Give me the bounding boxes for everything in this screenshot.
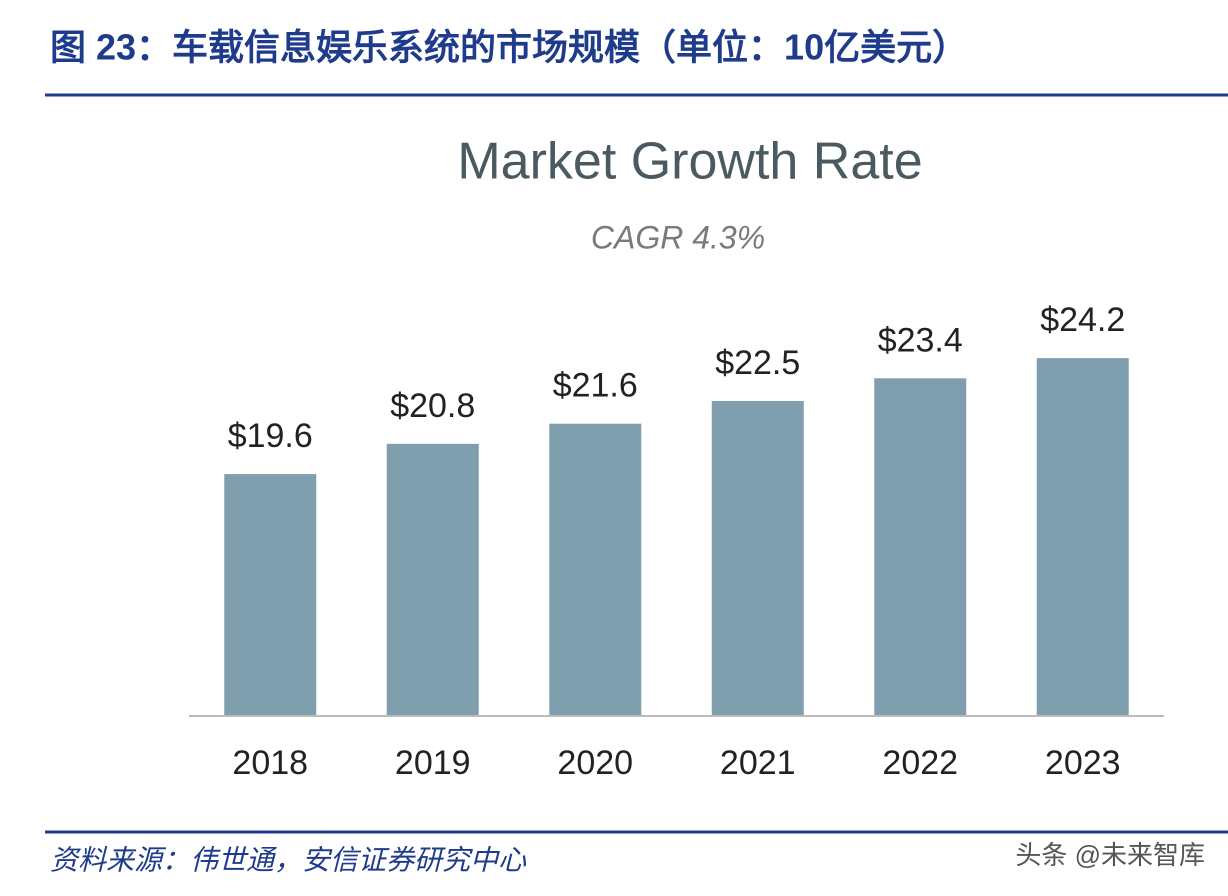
value-label: $22.5 <box>715 344 800 382</box>
bar <box>224 474 317 716</box>
source: 资料来源：伟世通，安信证券研究中心 <box>50 844 527 875</box>
figure-title: 图 23：车载信息娱乐系统的市场规模（单位：10亿美元） <box>50 27 968 68</box>
x-tick-label: 2018 <box>232 744 308 782</box>
watermark: 头条 @未来智库 <box>1015 840 1205 870</box>
bar <box>386 443 479 716</box>
x-tick-label: 2020 <box>557 744 633 782</box>
chart-title: Market Growth Rate <box>457 133 922 191</box>
x-tick-label: 2023 <box>1045 744 1121 782</box>
x-tick-label: 2022 <box>882 744 958 782</box>
value-label: $21.6 <box>553 367 638 405</box>
bar <box>874 378 967 716</box>
value-label: $19.6 <box>228 417 313 455</box>
bar <box>711 401 804 716</box>
value-label: $23.4 <box>878 321 963 359</box>
value-label: $20.8 <box>390 387 475 425</box>
chart-subtitle: CAGR 4.3% <box>591 219 765 255</box>
x-tick-label: 2019 <box>395 744 471 782</box>
value-label: $24.2 <box>1040 301 1125 339</box>
bar <box>1036 358 1129 716</box>
bar <box>549 423 642 716</box>
x-tick-label: 2021 <box>720 744 796 782</box>
